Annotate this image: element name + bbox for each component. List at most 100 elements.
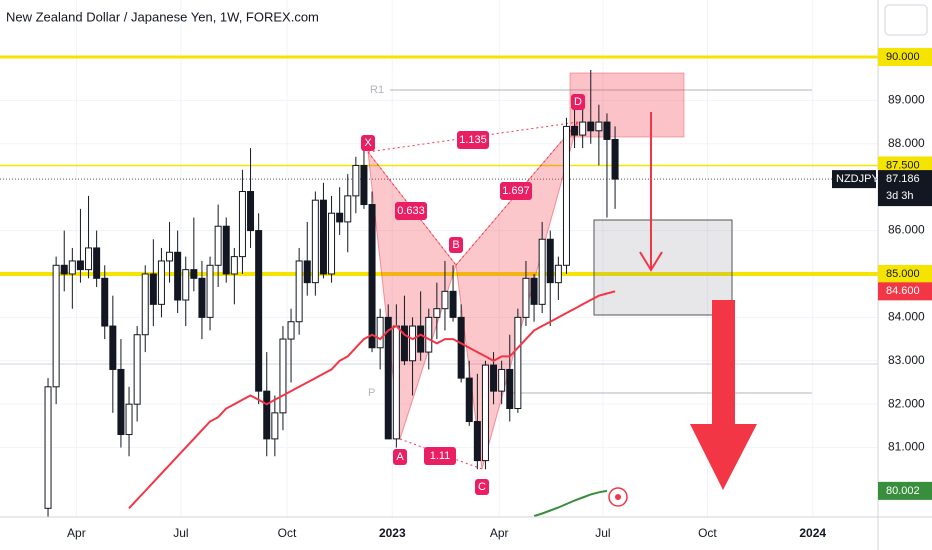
x-tick-label: 2023 bbox=[379, 526, 406, 540]
candle-body bbox=[425, 316, 433, 353]
x-tick-label: Apr bbox=[490, 526, 509, 540]
zone-box bbox=[593, 219, 733, 316]
candle-body bbox=[263, 390, 271, 440]
ratio-line bbox=[455, 121, 579, 266]
price-label-bg bbox=[878, 481, 932, 500]
price-label: 90.000 bbox=[886, 51, 920, 63]
current-price-label: 87.186 bbox=[886, 173, 920, 185]
candle-body bbox=[514, 316, 522, 410]
candle-body bbox=[93, 247, 101, 279]
settings-button[interactable] bbox=[884, 4, 928, 36]
candle-body bbox=[376, 316, 384, 349]
candle-body bbox=[336, 212, 344, 223]
candle-body bbox=[603, 121, 611, 140]
price-label: 80.002 bbox=[886, 485, 920, 497]
candle-body bbox=[409, 325, 417, 362]
candle-body bbox=[125, 403, 133, 436]
time-axis bbox=[0, 517, 932, 550]
candle-body bbox=[611, 138, 619, 180]
current-label-bg bbox=[832, 170, 876, 189]
price-label: 87.500 bbox=[886, 159, 920, 171]
candle-body bbox=[562, 125, 570, 266]
pattern-labels: X A B C D 0.633 1.11 1.697 1.135 bbox=[361, 94, 585, 495]
target-box bbox=[569, 72, 685, 138]
price-label: 84.600 bbox=[886, 285, 920, 297]
current-price-bg bbox=[878, 170, 932, 207]
y-tick-label: 89.000 bbox=[888, 93, 925, 107]
candle-body bbox=[117, 368, 125, 436]
price-label-bg bbox=[878, 47, 932, 66]
candle-body bbox=[344, 195, 352, 223]
y-tick-label: 86.000 bbox=[888, 223, 925, 237]
indicator-lines bbox=[128, 290, 616, 518]
price-label-bg bbox=[878, 156, 932, 175]
candle-body bbox=[166, 251, 174, 262]
candle-body bbox=[571, 125, 579, 136]
candle-body bbox=[498, 368, 506, 392]
candle-body bbox=[287, 321, 295, 340]
price-label-bg bbox=[878, 264, 932, 283]
x-tick-label: Jul bbox=[595, 526, 610, 540]
candle-body bbox=[538, 238, 546, 305]
y-tick-label: 83.000 bbox=[888, 353, 925, 367]
candle-body bbox=[554, 264, 562, 284]
candle-body bbox=[76, 260, 84, 271]
ratio-label: 1.135 bbox=[459, 134, 487, 146]
pattern-point: D bbox=[574, 96, 582, 108]
candle-body bbox=[85, 247, 93, 271]
event-marker-dot bbox=[615, 494, 621, 500]
candle-body bbox=[360, 164, 368, 206]
candle-body bbox=[157, 260, 165, 305]
candle-body bbox=[579, 121, 587, 136]
candle-body bbox=[417, 325, 425, 353]
candle-body bbox=[352, 164, 360, 197]
candle-body bbox=[190, 269, 198, 279]
candle-body bbox=[198, 277, 206, 318]
ratio-bg bbox=[500, 182, 532, 200]
candle-body bbox=[44, 386, 52, 509]
y-tick-label: 84.000 bbox=[888, 310, 925, 324]
ratio-label: 1.11 bbox=[430, 450, 451, 462]
candle-body bbox=[465, 377, 473, 423]
candle-body bbox=[52, 264, 60, 388]
pattern-point-bg bbox=[361, 135, 375, 151]
pattern-point: A bbox=[396, 451, 404, 463]
grid bbox=[0, 0, 878, 517]
candle-body bbox=[149, 273, 157, 305]
pivot-label: P bbox=[368, 387, 375, 399]
candle-body bbox=[295, 260, 303, 323]
candle-body bbox=[68, 260, 76, 275]
candle-body bbox=[133, 334, 141, 405]
indicator-line bbox=[128, 290, 616, 509]
price-label-bg bbox=[878, 282, 932, 301]
candle-body bbox=[230, 256, 238, 275]
candle-body bbox=[214, 225, 222, 266]
symbol-label: NZDJPY bbox=[836, 173, 879, 185]
candle-body bbox=[473, 421, 481, 462]
candle-body bbox=[319, 199, 327, 275]
pattern-point: B bbox=[452, 239, 459, 251]
candle-body bbox=[182, 269, 190, 301]
candle-body bbox=[222, 225, 230, 275]
candle-body bbox=[384, 316, 392, 440]
candle-body bbox=[587, 121, 595, 132]
chart-title: New Zealand Dollar / Japanese Yen, 1W, F… bbox=[6, 9, 319, 24]
ratio-label: 0.633 bbox=[397, 205, 425, 217]
candle-body bbox=[449, 290, 457, 318]
candle-body bbox=[328, 212, 336, 275]
candle-body bbox=[101, 277, 109, 327]
x-tick-label: 2024 bbox=[799, 526, 826, 540]
candle-body bbox=[255, 230, 263, 392]
candle-body bbox=[392, 325, 400, 440]
candle-body bbox=[441, 290, 449, 310]
candles bbox=[44, 70, 619, 517]
y-tick-label: 82.000 bbox=[888, 396, 925, 410]
countdown-label: 3d 3h bbox=[886, 190, 914, 202]
candle-body bbox=[238, 191, 246, 258]
candle-body bbox=[595, 121, 603, 132]
ratio-bg bbox=[395, 202, 427, 220]
candle-body bbox=[279, 338, 287, 414]
pattern-point-bg bbox=[475, 479, 489, 495]
